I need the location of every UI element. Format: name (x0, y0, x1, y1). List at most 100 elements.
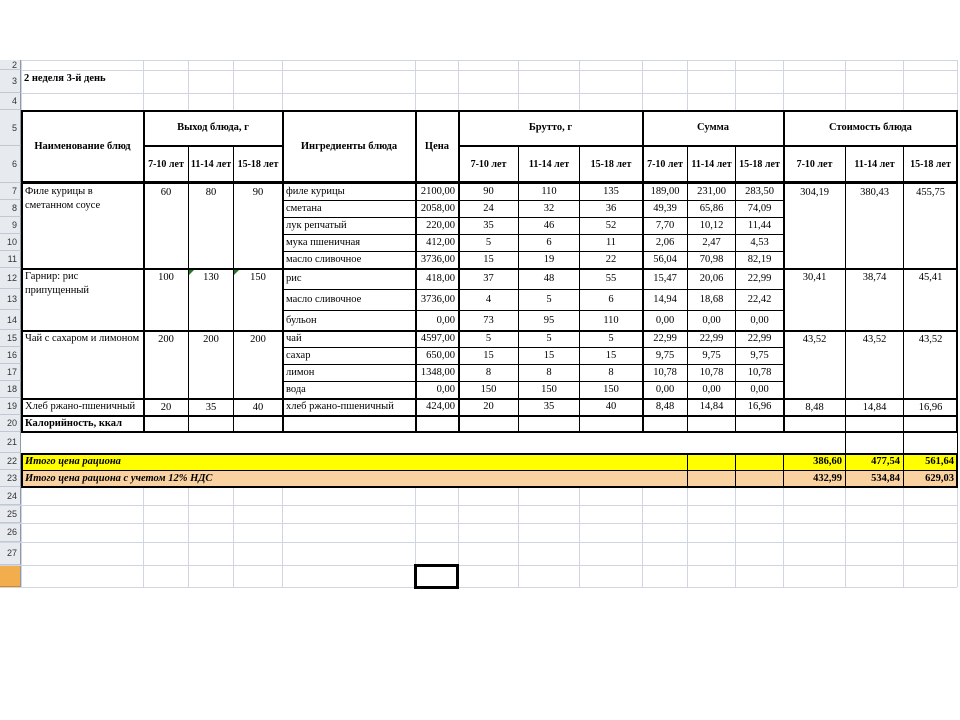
sum-cell[interactable]: 4,53 (735, 234, 784, 252)
price-cell[interactable]: 3736,00 (415, 289, 459, 311)
sum-cell[interactable]: 65,86 (687, 200, 736, 218)
row-header[interactable]: 9 (0, 217, 21, 234)
total-value-cell[interactable]: 477,54 (845, 453, 904, 471)
price-cell[interactable]: 220,00 (415, 217, 459, 235)
sum-cell[interactable]: 15,47 (642, 268, 688, 290)
cost-cell[interactable]: 16,96 (903, 398, 958, 416)
row-header[interactable]: 6 (0, 146, 21, 183)
output-cell[interactable]: 200 (233, 330, 283, 399)
sum-cell[interactable]: 0,00 (735, 381, 784, 399)
row-header[interactable]: 22 (0, 453, 21, 470)
row-header[interactable]: 2 (0, 60, 21, 70)
price-cell[interactable]: 2100,00 (415, 183, 459, 201)
empty-cell[interactable] (735, 453, 784, 471)
cost-cell[interactable]: 8,48 (783, 398, 846, 416)
active-cell[interactable] (414, 564, 459, 589)
header-age-cell[interactable]: 15-18 лет (735, 146, 784, 184)
cost-cell[interactable]: 43,52 (845, 330, 904, 399)
sum-cell[interactable]: 9,75 (687, 347, 736, 365)
ingredient-name-cell[interactable]: филе курицы (282, 183, 416, 201)
header-brutto-group-cell[interactable]: Брутто, г (458, 110, 643, 147)
row-header[interactable]: 14 (0, 310, 21, 330)
row-header[interactable]: 21 (0, 432, 21, 453)
header-age-cell[interactable]: 15-18 лет (233, 146, 283, 184)
brutto-cell[interactable]: 15 (518, 347, 580, 365)
ingredient-name-cell[interactable]: вода (282, 381, 416, 399)
week-day-label[interactable]: 2 неделя 3-й день (24, 73, 106, 84)
brutto-cell[interactable]: 46 (518, 217, 580, 235)
empty-cell[interactable] (282, 415, 416, 433)
sum-cell[interactable]: 0,00 (642, 310, 688, 331)
ingredient-name-cell[interactable]: масло сливочное (282, 251, 416, 269)
ingredient-name-cell[interactable]: лимон (282, 364, 416, 382)
ingredient-name-cell[interactable]: сахар (282, 347, 416, 365)
row-header[interactable]: 25 (0, 505, 21, 523)
brutto-cell[interactable]: 15 (579, 347, 643, 365)
row-header[interactable]: 11 (0, 251, 21, 268)
output-cell[interactable]: 200 (188, 330, 234, 399)
sum-cell[interactable]: 56,04 (642, 251, 688, 269)
empty-cell[interactable] (735, 415, 784, 433)
row-header[interactable]: 20 (0, 415, 21, 432)
empty-cell[interactable] (687, 415, 736, 433)
row-header[interactable]: 18 (0, 381, 21, 398)
brutto-cell[interactable]: 22 (579, 251, 643, 269)
total-value-cell[interactable]: 386,60 (783, 453, 846, 471)
empty-cell[interactable] (687, 453, 736, 471)
empty-cell[interactable] (233, 415, 283, 433)
header-sum-group-cell[interactable]: Сумма (642, 110, 784, 147)
ingredient-name-cell[interactable]: лук репчатый (282, 217, 416, 235)
empty-cell[interactable] (845, 415, 904, 433)
brutto-cell[interactable]: 35 (518, 398, 580, 416)
brutto-cell[interactable]: 36 (579, 200, 643, 218)
row-header[interactable]: 8 (0, 200, 21, 217)
header-age-cell[interactable]: 7-10 лет (642, 146, 688, 184)
brutto-cell[interactable]: 32 (518, 200, 580, 218)
row-header[interactable]: 4 (0, 93, 21, 110)
header-cost-group-cell[interactable]: Стоимость блюда (783, 110, 958, 147)
header-age-cell[interactable]: 15-18 лет (579, 146, 643, 184)
price-cell[interactable]: 4597,00 (415, 330, 459, 348)
empty-cell[interactable] (845, 432, 904, 454)
row-header[interactable]: 16 (0, 347, 21, 364)
ingredient-name-cell[interactable]: бульон (282, 310, 416, 331)
empty-cell[interactable] (188, 415, 234, 433)
header-age-cell[interactable]: 7-10 лет (458, 146, 519, 184)
brutto-cell[interactable]: 52 (579, 217, 643, 235)
empty-cell[interactable] (783, 415, 846, 433)
cost-cell[interactable]: 43,52 (783, 330, 846, 399)
dish-name-cell[interactable]: Чай с сахаром и лимоном (21, 330, 144, 399)
ingredient-name-cell[interactable]: хлеб ржано-пшеничный (282, 398, 416, 416)
row-header[interactable]: 7 (0, 183, 21, 200)
header-age-cell[interactable]: 11-14 лет (845, 146, 904, 184)
cost-cell[interactable]: 45,41 (903, 268, 958, 331)
sum-cell[interactable]: 10,78 (687, 364, 736, 382)
brutto-cell[interactable]: 95 (518, 310, 580, 331)
empty-cell[interactable] (415, 415, 459, 433)
header-price-cell[interactable]: Цена (415, 110, 459, 184)
total-label-cell[interactable]: Итого цена рациона с учетом 12% НДС (21, 470, 688, 488)
row-header[interactable]: 24 (0, 487, 21, 505)
sum-cell[interactable]: 20,06 (687, 268, 736, 290)
sum-cell[interactable]: 22,99 (735, 330, 784, 348)
sum-cell[interactable]: 22,99 (735, 268, 784, 290)
empty-cell[interactable] (687, 470, 736, 488)
brutto-cell[interactable]: 15 (458, 251, 519, 269)
output-cell[interactable]: 200 (143, 330, 189, 399)
ingredient-name-cell[interactable]: масло сливочное (282, 289, 416, 311)
header-age-cell[interactable]: 7-10 лет (143, 146, 189, 184)
sum-cell[interactable]: 9,75 (735, 347, 784, 365)
total-value-cell[interactable]: 561,64 (903, 453, 958, 471)
brutto-cell[interactable]: 40 (579, 398, 643, 416)
header-output-group-cell[interactable]: Выход блюда, г (143, 110, 283, 147)
brutto-cell[interactable]: 4 (458, 289, 519, 311)
brutto-cell[interactable]: 35 (458, 217, 519, 235)
header-age-cell[interactable]: 11-14 лет (188, 146, 234, 184)
sum-cell[interactable]: 2,47 (687, 234, 736, 252)
sum-cell[interactable]: 22,99 (687, 330, 736, 348)
sum-cell[interactable]: 70,98 (687, 251, 736, 269)
brutto-cell[interactable]: 135 (579, 183, 643, 201)
price-cell[interactable]: 650,00 (415, 347, 459, 365)
brutto-cell[interactable]: 5 (458, 234, 519, 252)
row-header[interactable]: 15 (0, 330, 21, 347)
